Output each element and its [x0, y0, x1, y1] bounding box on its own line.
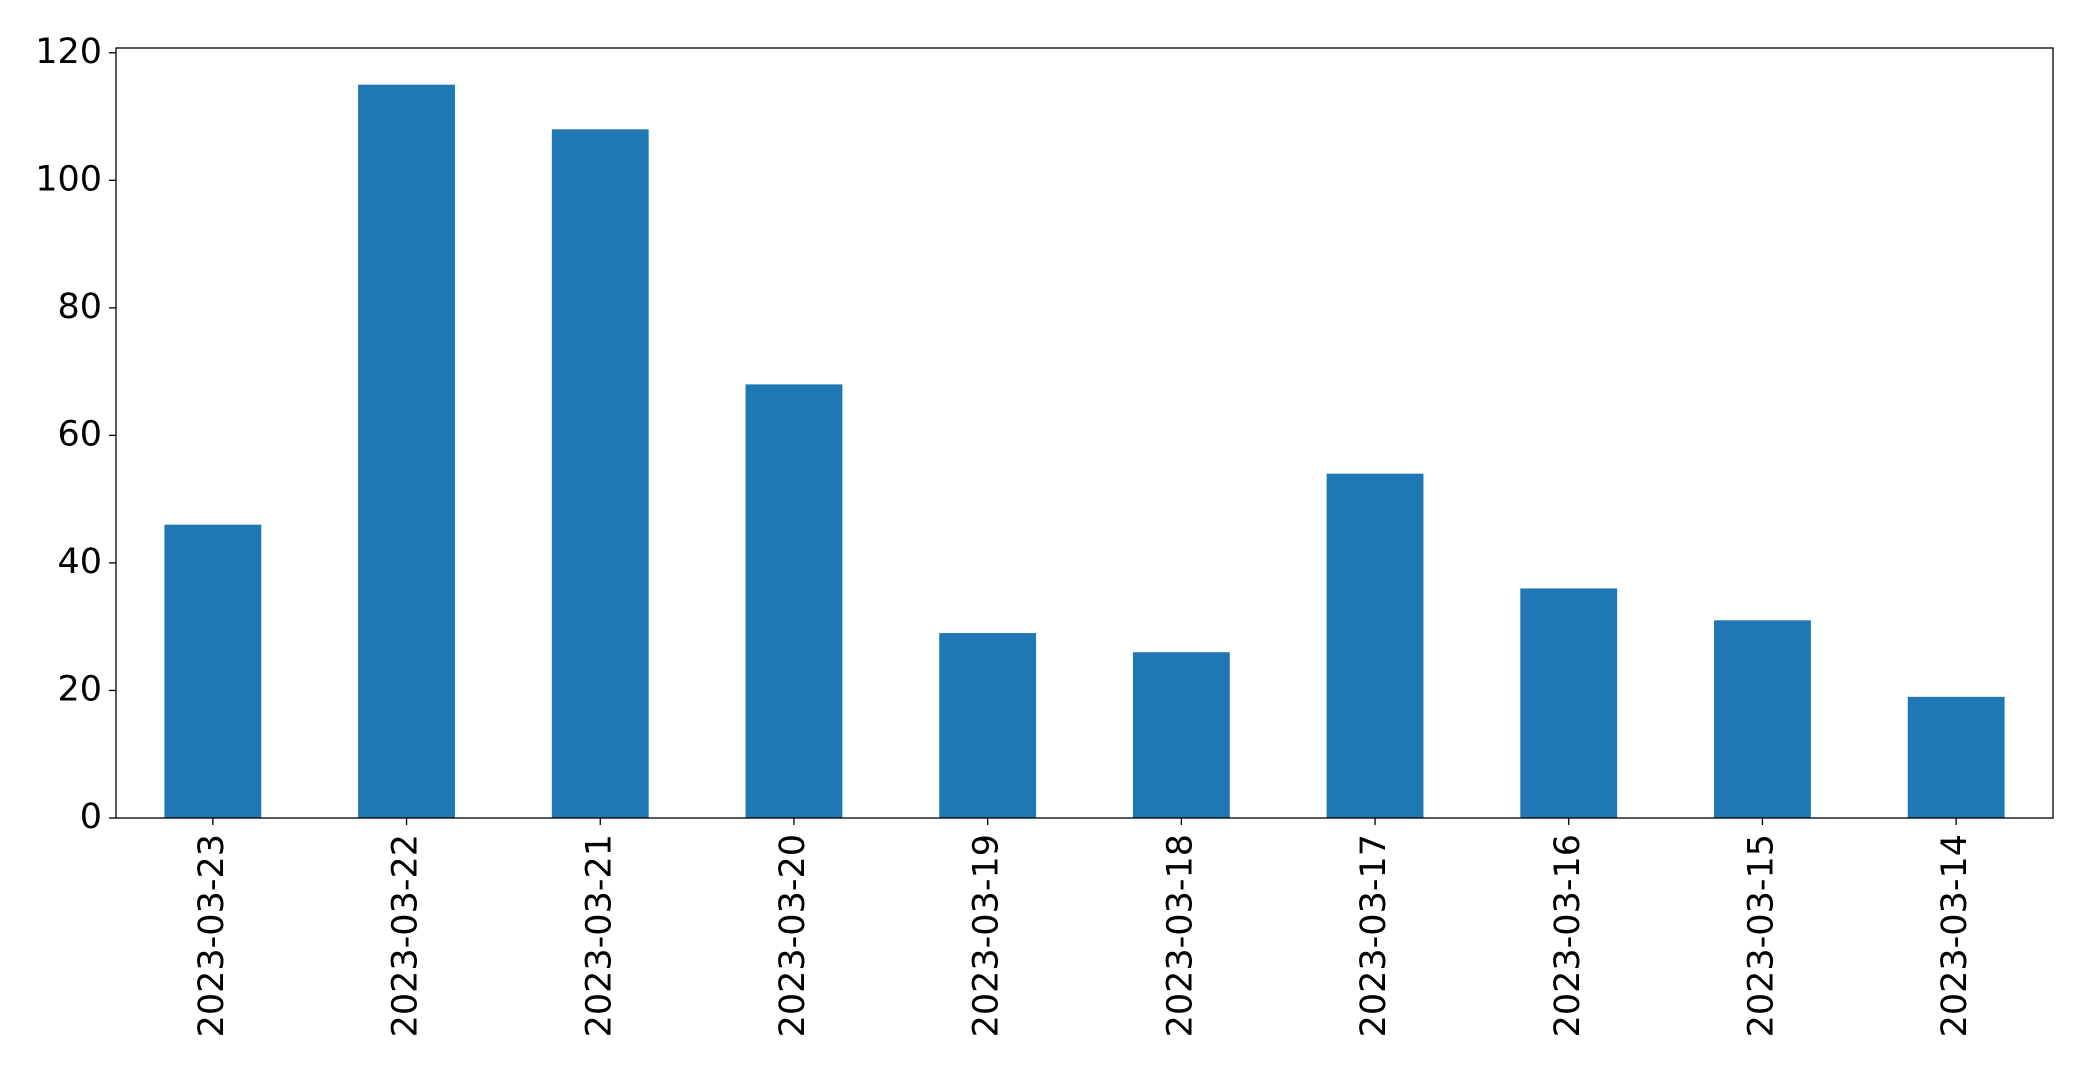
- y-tick-label: 120: [35, 32, 102, 72]
- y-tick-label: 20: [57, 669, 102, 709]
- plot-frame: [115, 47, 2054, 819]
- x-tick-label: 2023-03-17: [1354, 834, 1394, 1037]
- y-tick-label: 60: [57, 414, 102, 454]
- y-tick-label: 100: [35, 159, 102, 199]
- y-tick-label: 40: [57, 542, 102, 582]
- y-tick-label: 0: [80, 797, 102, 837]
- bar: [1132, 652, 1230, 818]
- bar: [551, 129, 649, 819]
- x-tick-label: 2023-03-21: [579, 834, 619, 1037]
- x-tick-label: 2023-03-19: [967, 834, 1007, 1037]
- x-tick-label: 2023-03-18: [1160, 834, 1200, 1037]
- x-tick-label: 2023-03-23: [192, 834, 232, 1037]
- x-tick-label: 2023-03-16: [1548, 834, 1588, 1037]
- bar: [358, 84, 455, 818]
- bar: [1907, 696, 2005, 818]
- bar: [164, 524, 262, 818]
- bar: [1326, 473, 1424, 818]
- x-tick-label: 2023-03-14: [1935, 834, 1975, 1037]
- y-tick-label: 80: [57, 287, 102, 327]
- bar: [1520, 588, 1618, 818]
- bar: [745, 384, 843, 818]
- bar: [1714, 620, 1811, 818]
- x-tick-label: 2023-03-22: [386, 834, 426, 1037]
- x-tick-label: 2023-03-15: [1741, 834, 1781, 1037]
- x-tick-label: 2023-03-20: [773, 834, 813, 1037]
- bar: [939, 633, 1037, 818]
